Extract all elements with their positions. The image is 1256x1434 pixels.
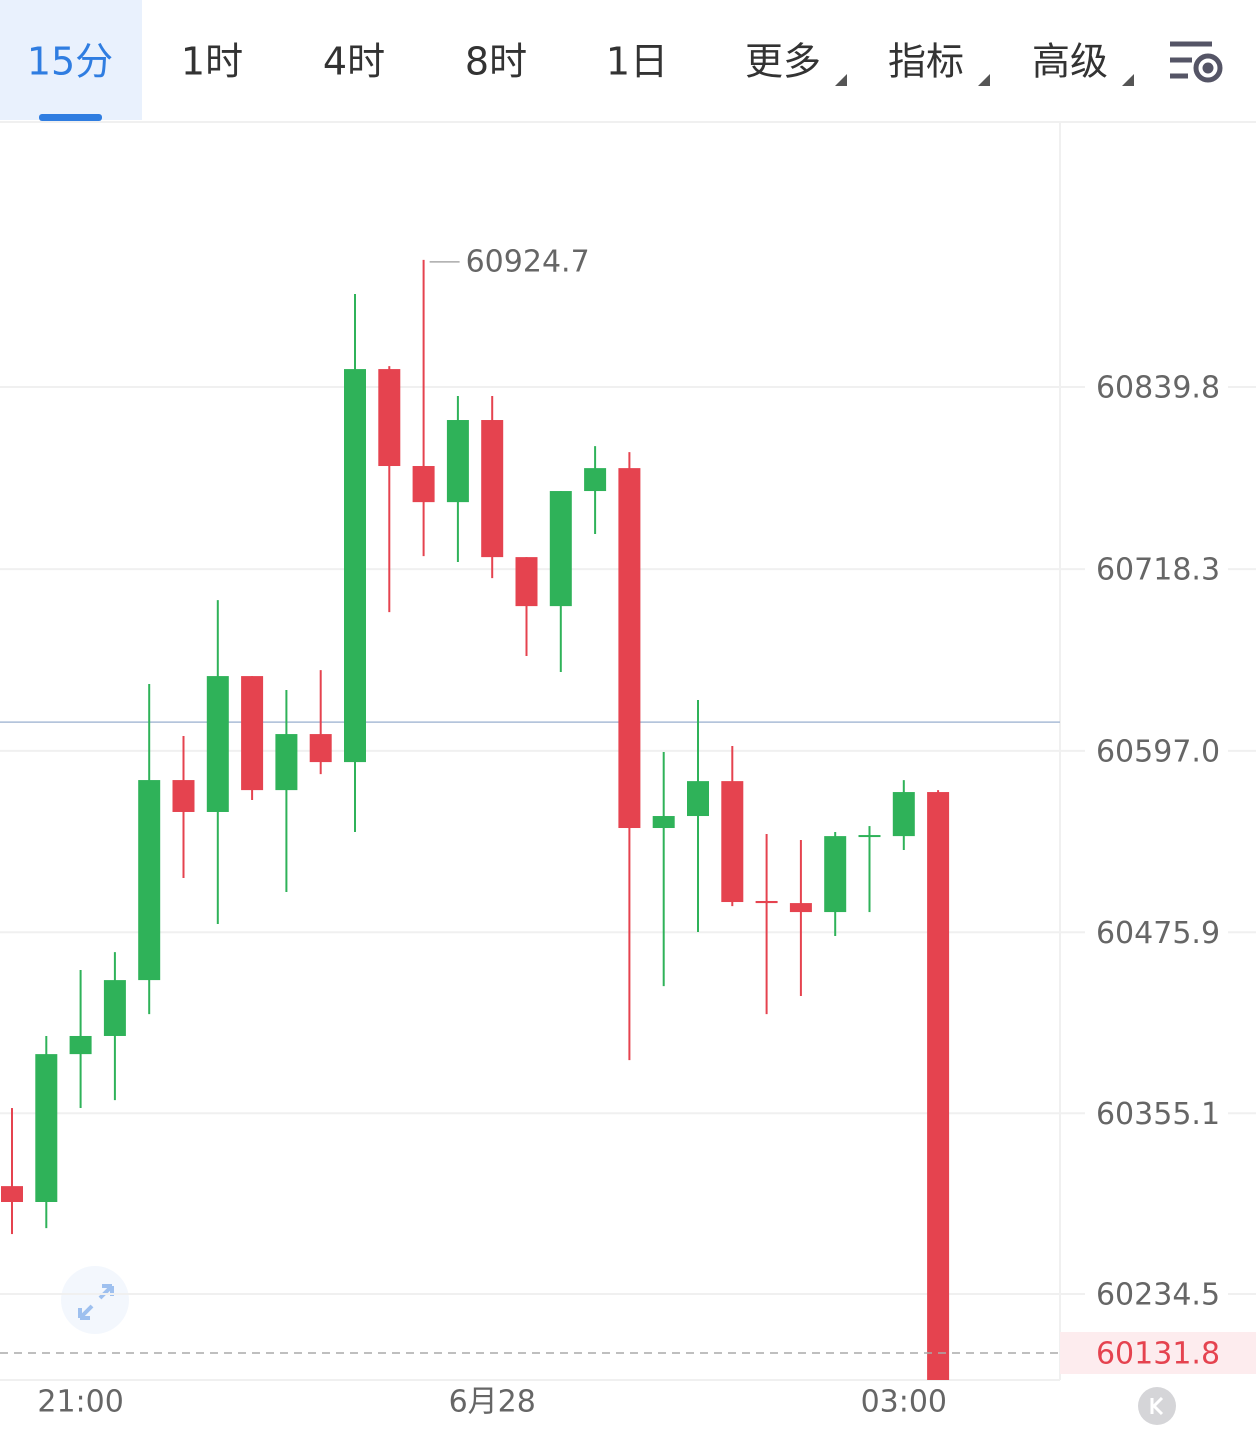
candle-body (755, 900, 778, 904)
candle-body (824, 836, 847, 913)
candle-body (344, 369, 366, 763)
tab[interactable]: 高级 (1032, 40, 1108, 84)
y-tick-label: 60718.3 (1096, 553, 1220, 588)
y-tick-label: 60475.9 (1096, 916, 1220, 951)
candle-body (378, 369, 401, 467)
candle-body (446, 420, 469, 503)
scroll-latest-button[interactable] (1138, 1387, 1176, 1425)
candle-body (412, 466, 435, 503)
tab[interactable]: 4时 (323, 40, 385, 84)
candle-body (275, 734, 298, 791)
candle-body (618, 468, 641, 829)
candle-body (721, 781, 744, 903)
y-tick-label: 60234.5 (1096, 1277, 1220, 1312)
last-price-box (1060, 1332, 1256, 1374)
candle-body (858, 835, 881, 838)
max-label: 60924.7 (466, 244, 590, 279)
candle-body (103, 980, 126, 1036)
dropdown-caret (1122, 74, 1134, 86)
candle-body (172, 780, 195, 812)
candle-body (309, 734, 332, 763)
candle-body (652, 816, 675, 829)
candle-body (584, 468, 607, 492)
x-tick-label: 03:00 (861, 1385, 947, 1420)
tab[interactable]: 8时 (465, 40, 527, 84)
candle-body (241, 676, 264, 791)
x-tick-label: 6月28 (449, 1385, 536, 1420)
candle-body (927, 792, 950, 1380)
settings-icon[interactable] (1170, 41, 1223, 83)
candle-body (481, 420, 504, 558)
y-tick-label: 60355.1 (1096, 1097, 1220, 1132)
candle-body (69, 1035, 92, 1055)
candle-body (1, 1186, 23, 1202)
plot (1, 259, 950, 1380)
tab[interactable]: 更多 (745, 40, 821, 84)
dropdown-caret (978, 74, 990, 86)
last-price-label: 60131.8 (1096, 1337, 1220, 1372)
active-tab-indicator (39, 114, 102, 121)
tab[interactable]: 15分 (27, 40, 113, 84)
dropdown-caret (835, 74, 847, 86)
tab[interactable]: 1日 (606, 40, 668, 84)
candle-body (515, 557, 538, 607)
tab[interactable]: 1时 (181, 40, 243, 84)
candle-body (206, 676, 229, 812)
expand-button[interactable] (61, 1266, 129, 1334)
candle-body (892, 792, 915, 837)
candle-body (549, 491, 572, 607)
candle-body (687, 781, 709, 817)
y-tick-label: 60597.0 (1096, 734, 1220, 769)
active-tab-bg (0, 0, 142, 120)
x-tick-label: 21:00 (37, 1385, 123, 1420)
y-tick-label: 60839.8 (1096, 371, 1220, 406)
candle-body (138, 780, 161, 981)
candle-body (35, 1054, 58, 1202)
tab[interactable]: 指标 (888, 40, 964, 84)
candle-body (789, 903, 812, 913)
